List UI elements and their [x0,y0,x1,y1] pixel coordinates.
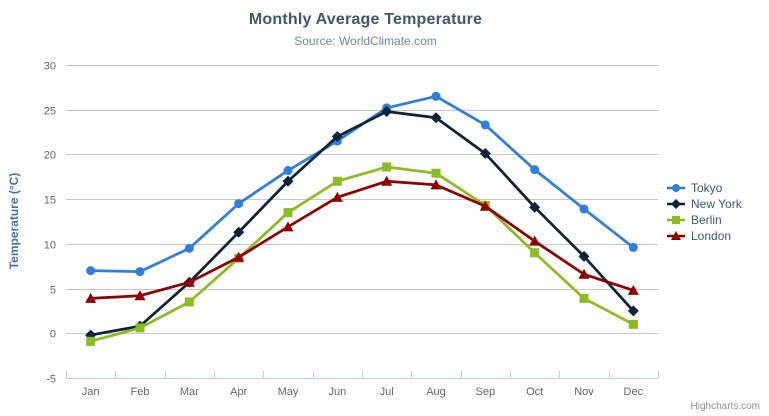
point-berlin-may[interactable] [283,208,293,218]
legend-label-london: London [691,229,732,243]
point-new-york-apr[interactable] [233,226,245,238]
point-london-sep[interactable] [479,200,491,211]
y-axis-label: 30 [44,61,56,73]
point-tokyo-dec[interactable] [628,242,638,252]
series-line-new-york [89,110,635,337]
point-london-dec[interactable] [627,284,639,295]
series-line-berlin [89,165,635,343]
point-new-york-may[interactable] [282,175,294,187]
x-axis-label: Jan [82,386,100,398]
y-axis-title: Temperature (°C) [7,172,21,270]
legend-label-new-york: New York [691,197,742,211]
legend-marker-berlin [672,216,680,224]
point-london-jan[interactable] [85,292,97,303]
x-axis-label: May [278,386,299,398]
series-berlin [86,162,638,346]
legend-marker-tokyo [672,184,680,192]
point-berlin-aug[interactable] [431,168,441,178]
legend-symbol-square-icon [667,216,685,224]
point-london-aug[interactable] [430,179,442,190]
x-axis-label: Oct [526,386,543,398]
legend-label-tokyo: Tokyo [691,181,723,195]
point-london-feb[interactable] [134,290,146,301]
point-tokyo-sep[interactable] [480,120,490,130]
point-tokyo-feb[interactable] [135,267,145,277]
legend-item-london[interactable]: London [666,228,742,244]
point-new-york-sep[interactable] [479,148,491,160]
x-axis-label: Dec [624,386,644,398]
point-london-jun[interactable] [331,191,343,202]
point-new-york-dec[interactable] [627,305,639,317]
legend-label-berlin: Berlin [691,213,722,227]
point-berlin-mar[interactable] [184,297,194,307]
chart-subtitle: Source: WorldClimate.com [294,34,437,48]
y-gridlines [66,65,658,379]
x-axis-label: Jun [328,386,346,398]
y-axis-label: -5 [46,374,56,386]
point-london-oct[interactable] [529,235,541,246]
point-london-mar[interactable] [183,276,195,287]
legend-item-berlin[interactable]: Berlin [666,212,742,228]
point-berlin-feb[interactable] [135,323,145,333]
series-london [85,175,639,303]
x-axis-label: Sep [476,386,496,398]
point-new-york-nov[interactable] [578,250,590,262]
legend-marker-new-york [671,199,681,209]
point-new-york-jul[interactable] [381,106,393,118]
legend-symbol-circle-icon [667,184,685,192]
x-axis-labels: Jan Feb Mar Apr May Jun Jul Aug Sep Oct Nov Dec [82,386,644,398]
point-berlin-jan[interactable] [86,336,96,346]
series-tokyo [86,91,638,277]
legend-symbol-diamond-icon [667,199,685,209]
legend: Tokyo New York Berlin London [666,180,742,244]
chart-title: Monthly Average Temperature [248,11,483,28]
series-line-london [89,179,635,300]
x-axis-label: Jul [380,386,394,398]
point-london-may[interactable] [282,221,294,232]
point-tokyo-nov[interactable] [579,204,589,214]
point-london-nov[interactable] [578,268,590,279]
point-new-york-jun[interactable] [331,131,343,143]
point-berlin-nov[interactable] [579,293,589,303]
point-tokyo-apr[interactable] [234,199,244,209]
export-menu-button[interactable] [727,17,755,41]
y-axis-label: 15 [44,195,56,207]
point-london-apr[interactable] [233,251,245,262]
legend-marker-london [671,231,681,240]
y-axis-label: 20 [44,150,56,162]
x-axis-label: Feb [131,386,150,398]
point-london-jul[interactable] [381,175,393,186]
point-tokyo-may[interactable] [283,166,293,176]
point-berlin-oct[interactable] [530,248,540,258]
point-berlin-jul[interactable] [382,162,392,172]
y-axis-label: 10 [44,240,56,252]
credits-link[interactable]: Highcharts.com [690,401,760,412]
series-new-york [85,106,639,341]
point-berlin-dec[interactable] [628,319,638,329]
x-axis-label: Apr [230,386,247,398]
legend-symbol-triangle-icon [667,231,685,240]
x-axis-label: Nov [574,386,594,398]
point-berlin-jun[interactable] [332,176,342,186]
y-axis-labels: -5 0 5 10 15 20 25 30 [44,61,56,386]
point-tokyo-aug[interactable] [431,91,441,101]
point-tokyo-oct[interactable] [530,165,540,175]
point-tokyo-jan[interactable] [86,266,96,276]
y-axis-label: 5 [50,285,56,297]
point-new-york-aug[interactable] [430,112,442,124]
point-new-york-oct[interactable] [529,201,541,213]
x-axis-label: Aug [426,386,446,398]
legend-item-tokyo[interactable]: Tokyo [666,180,742,196]
y-axis-label: 25 [44,106,56,118]
legend-item-new-york[interactable]: New York [666,196,742,212]
point-tokyo-mar[interactable] [184,243,194,253]
x-axis [66,371,659,379]
x-axis-label: Mar [180,386,199,398]
y-axis-label: 0 [50,329,56,341]
